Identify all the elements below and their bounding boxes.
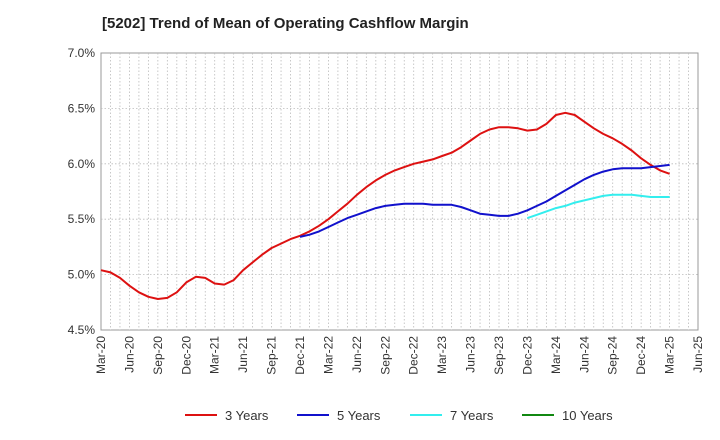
x-tick-label: Jun-20 [122,336,136,373]
x-tick-label: Jun-22 [350,336,364,373]
x-tick-label: Dec-22 [407,336,421,375]
x-tick-label: Mar-20 [94,336,108,374]
y-tick-label: 7.0% [68,46,96,60]
x-tick-label: Sep-20 [151,336,165,375]
x-tick-label: Dec-23 [520,336,534,375]
y-tick-label: 6.5% [68,101,96,115]
x-tick-label: Mar-25 [663,336,677,374]
x-tick-label: Dec-24 [634,336,648,375]
y-tick-label: 4.5% [68,323,96,337]
legend-label: 5 Years [337,408,381,423]
x-tick-label: Mar-23 [435,336,449,374]
x-tick-label: Sep-23 [492,336,506,375]
x-tick-label: Sep-22 [378,336,392,375]
y-tick-label: 5.5% [68,212,96,226]
series-lines [100,111,670,300]
x-tick-label: Sep-21 [265,336,279,375]
y-tick-label: 6.0% [68,157,96,171]
x-tick-label: Dec-20 [179,336,193,375]
x-tick-label: Jun-23 [464,336,478,373]
x-axis-ticks: Mar-20 Jun-20 Sep-20 Dec-20 Mar-21 Jun-21 Sep-… [94,336,705,375]
series-line [527,193,670,220]
legend-label: 10 Years [562,408,613,423]
series-line [100,111,670,300]
series-line [299,163,670,238]
legend: 3 Years 5 Years 7 Years 10 Years [185,408,613,423]
x-tick-label: Mar-22 [321,336,335,374]
legend-label: 7 Years [450,408,494,423]
x-tick-label: Sep-24 [606,336,620,375]
y-axis-ticks: 4.5% 5.0% 5.5% 6.0% 6.5% 7.0% [68,46,96,337]
x-tick-label: Mar-24 [549,336,563,374]
x-tick-label: Jun-24 [577,336,591,373]
x-tick-label: Mar-21 [208,336,222,374]
x-tick-label: Dec-21 [293,336,307,375]
x-tick-label: Jun-25 [691,336,705,373]
legend-label: 3 Years [225,408,269,423]
grid [101,53,698,330]
y-tick-label: 5.0% [68,268,96,282]
chart-title: [5202] Trend of Mean of Operating Cashfl… [102,15,469,32]
plot-area [100,52,699,331]
x-tick-label: Jun-21 [236,336,250,373]
